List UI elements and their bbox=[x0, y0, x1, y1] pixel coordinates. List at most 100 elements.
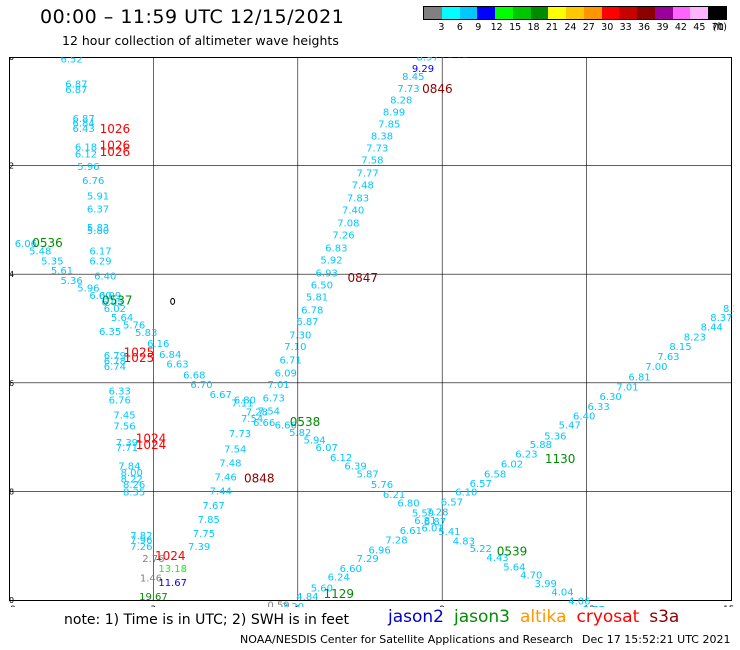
y-tick-label: -58 bbox=[9, 487, 14, 496]
wave-height-label: 6.66 bbox=[253, 418, 275, 429]
pass-time-label: 0539 bbox=[497, 544, 528, 558]
wave-height-label: 7.73 bbox=[397, 84, 419, 95]
legend-swatch bbox=[548, 7, 567, 19]
wave-height-label: 4.70 bbox=[520, 570, 542, 581]
wave-height-label: 7.85 bbox=[198, 515, 220, 526]
wave-height-label: 8.35 bbox=[123, 488, 145, 499]
wave-height-label: 6.61 bbox=[400, 526, 422, 537]
wave-height-label: 1.46 bbox=[140, 574, 162, 585]
wave-height-label: 5.92 bbox=[320, 255, 342, 266]
wave-height-label: 6.57 bbox=[470, 479, 492, 490]
legend-swatch bbox=[459, 7, 478, 19]
wave-height-label: 6.00 bbox=[89, 291, 111, 302]
wave-height-label: 7.71 bbox=[116, 443, 138, 454]
wave-height-label: 7.58 bbox=[361, 155, 383, 166]
legend-label: 6 bbox=[456, 22, 463, 33]
wave-height-label: 6.84 bbox=[159, 350, 181, 361]
wave-height-label: 6.33 bbox=[588, 402, 610, 413]
legend-label: 18 bbox=[527, 22, 540, 33]
legend-unit: (ft) bbox=[712, 22, 727, 33]
wave-height-label: 8.23 bbox=[684, 332, 706, 343]
legend-label: 3 bbox=[438, 22, 445, 33]
legend-swatch bbox=[495, 7, 513, 19]
legend-label: 30 bbox=[601, 22, 614, 33]
wave-height-label: 8.28 bbox=[390, 96, 412, 107]
wave-height-label: 5.41 bbox=[438, 527, 460, 538]
wave-height-label: 5.22 bbox=[470, 544, 492, 555]
legend-swatch bbox=[512, 7, 531, 19]
wave-height-label: 6.50 bbox=[311, 280, 333, 291]
wave-height-label: 7.01 bbox=[267, 380, 289, 391]
wave-height-label: 0.59 bbox=[267, 601, 289, 607]
footer-credit: NOAA/NESDIS Center for Satellite Applica… bbox=[240, 633, 574, 646]
pass-time-label: 1026 bbox=[100, 138, 131, 152]
wave-height-label: 6.40 bbox=[94, 272, 116, 283]
wave-height-label: 7.77 bbox=[356, 168, 378, 179]
legend-color-scale bbox=[423, 6, 727, 20]
legend-swatch bbox=[708, 7, 727, 19]
wave-height-label: 7.10 bbox=[284, 342, 306, 353]
wave-height-label: 7.84 bbox=[118, 462, 140, 473]
wave-height-label: 5.48 bbox=[29, 247, 51, 258]
wave-height-label: 6.58 bbox=[484, 469, 506, 480]
legend-swatch bbox=[637, 7, 655, 19]
wave-height-label: 5.36 bbox=[60, 276, 82, 287]
wave-height-label: 6.37 bbox=[87, 204, 109, 215]
wave-height-label: 6.87 bbox=[65, 85, 87, 96]
wave-height-label: 5.91 bbox=[87, 191, 109, 202]
wave-height-label: 6.79 bbox=[104, 351, 126, 362]
wave-height-label: 6.70 bbox=[190, 380, 212, 391]
wave-height-label: 6.78 bbox=[104, 356, 126, 367]
wave-height-label: 4.43 bbox=[486, 553, 508, 564]
wave-height-label: 7.83 bbox=[347, 193, 369, 204]
wave-height-label: 6.83 bbox=[325, 243, 347, 254]
wave-height-label: 5.47 bbox=[559, 420, 581, 431]
wave-height-label: 6.02 bbox=[501, 460, 523, 471]
pass-time-label: 1024 bbox=[136, 438, 167, 452]
wave-height-label: 6.52 bbox=[60, 57, 82, 65]
x-tick-label: 0 bbox=[10, 605, 16, 607]
wave-height-label: 5.36 bbox=[544, 431, 566, 442]
wave-height-label: 7.73 bbox=[229, 429, 251, 440]
wave-height-label: 6.57 bbox=[441, 498, 463, 509]
wave-height-label: 8.00 bbox=[121, 468, 143, 479]
wave-height-label: 7.54 bbox=[224, 444, 246, 455]
wave-height-label: 6.21 bbox=[383, 490, 405, 501]
legend-label: 42 bbox=[674, 22, 687, 33]
wave-height-label: 6.40 bbox=[573, 412, 595, 423]
wave-height-label: 7.01 bbox=[616, 382, 638, 393]
wave-height-label: 5.76 bbox=[123, 321, 145, 332]
mission-altika: altika bbox=[520, 607, 567, 627]
wave-height-label: 6.73 bbox=[263, 393, 285, 404]
wave-height-label: 7.26 bbox=[332, 230, 354, 241]
wave-height-label: 11.67 bbox=[158, 578, 187, 589]
wave-height-label: 5.96 bbox=[77, 284, 99, 295]
footer-note: note: 1) Time is in UTC; 2) SWH is in fe… bbox=[64, 612, 350, 628]
wave-height-label: 7.40 bbox=[342, 205, 364, 216]
legend-swatch bbox=[477, 7, 496, 19]
wave-height-label: 13.18 bbox=[158, 564, 187, 575]
wave-height-label: 6.17 bbox=[89, 247, 111, 258]
pass-time-label: 0846 bbox=[422, 82, 453, 96]
x-tick-label: 6 bbox=[295, 605, 301, 607]
legend-label: 27 bbox=[582, 22, 595, 33]
wave-height-label: 6.68 bbox=[183, 370, 205, 381]
wave-height-label: 7.75 bbox=[193, 529, 215, 540]
wave-height-label: 6.23 bbox=[515, 450, 537, 461]
pass-time-label: 1025 bbox=[124, 346, 155, 360]
legend-label: 21 bbox=[545, 22, 558, 33]
wave-height-label: 19.67 bbox=[139, 592, 168, 603]
wave-height-label: 7.73 bbox=[366, 143, 388, 154]
wave-height-label: 5.76 bbox=[371, 480, 393, 491]
wave-height-label: 8.15 bbox=[669, 342, 691, 353]
wave-height-label: 6.63 bbox=[166, 360, 188, 371]
wave-height-label: 8.22 bbox=[121, 475, 143, 486]
wave-height-label: 5.81 bbox=[306, 292, 328, 303]
legend-label: 33 bbox=[619, 22, 632, 33]
wave-height-label: 8.99 bbox=[383, 108, 405, 119]
wave-height-label: 8.2 bbox=[723, 304, 734, 315]
wave-height-label: 7.46 bbox=[214, 473, 236, 484]
wave-height-label: 6.06 bbox=[15, 239, 37, 250]
mission-cryosat: cryosat bbox=[576, 607, 640, 627]
page-subtitle: 12 hour collection of altimeter wave hei… bbox=[62, 33, 339, 48]
